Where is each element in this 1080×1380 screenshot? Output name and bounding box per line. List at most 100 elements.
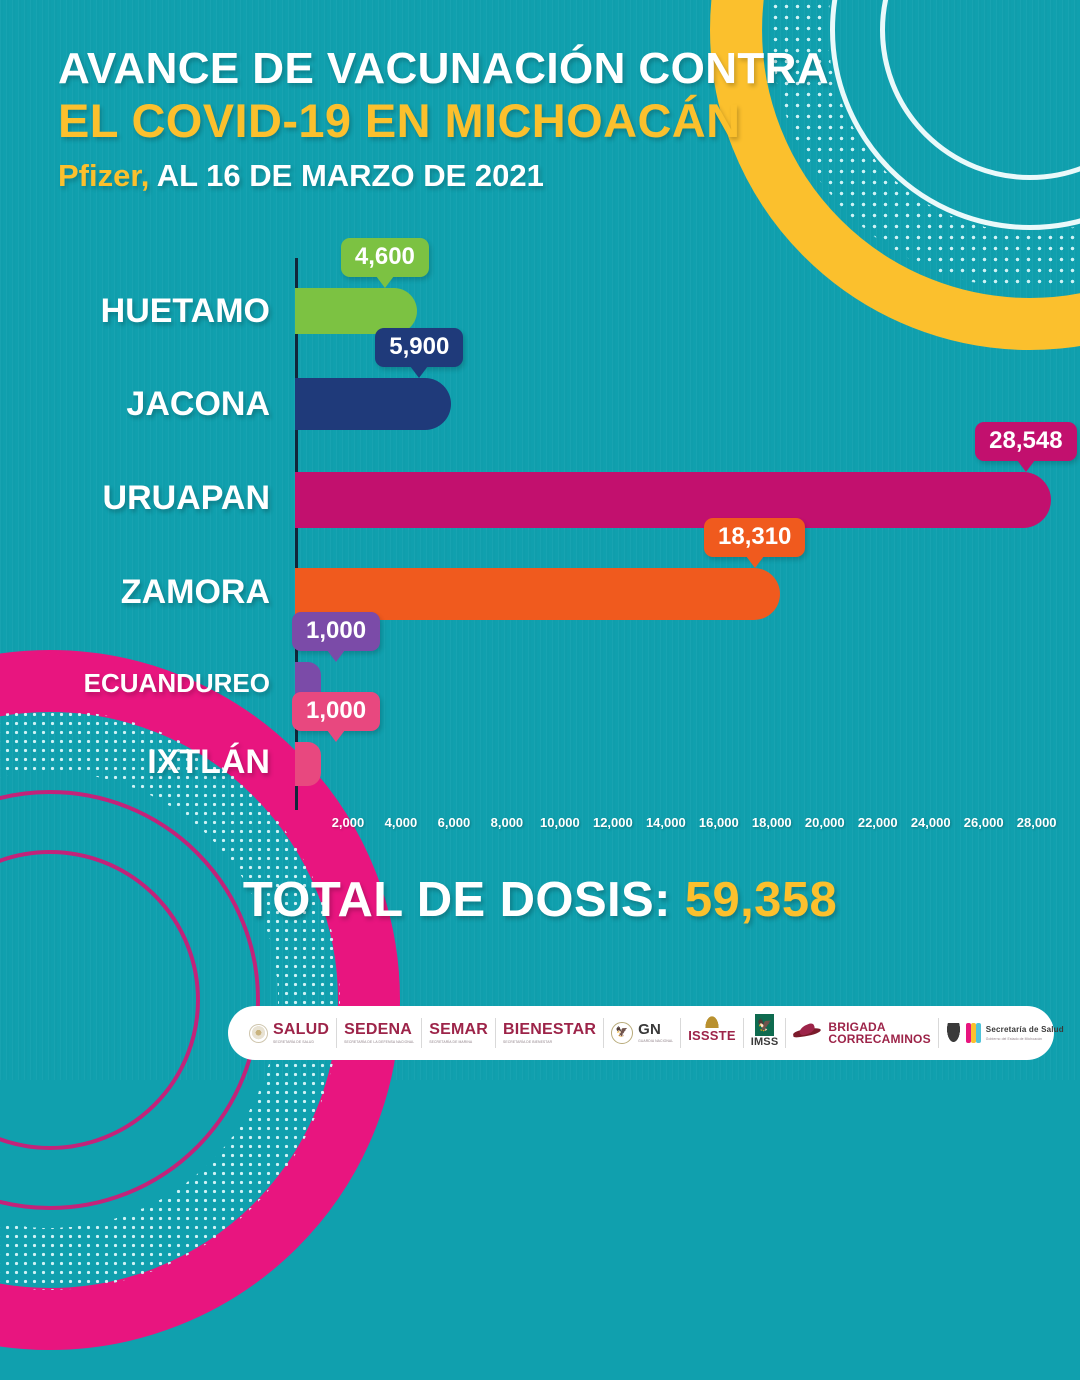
value-callout-text: 28,548	[989, 427, 1063, 454]
logo-subtitle: SECRETARÍA DE LA DEFENSA NACIONAL	[344, 1039, 415, 1044]
x-axis-ticks: 2,000 4,000 6,000 8,000 10,000 12,000 14,000 16…	[0, 815, 1080, 845]
logo-separator	[680, 1018, 682, 1048]
x-tick-label: 4,000	[384, 815, 418, 830]
logo-subtitle: SECRETARÍA DE BIENESTAR	[503, 1039, 553, 1044]
logo-separator	[603, 1018, 605, 1048]
flag-stripe	[965, 1023, 971, 1043]
value-callout: 1,000	[292, 692, 381, 743]
logo-separator	[785, 1018, 787, 1048]
category-label: ECUANDUREO	[83, 667, 270, 698]
callout-tail	[375, 276, 394, 289]
logo-brigada-correcaminos: BRIGADA CORRECAMINOS	[786, 1014, 937, 1052]
category-label: IXTLÁN	[147, 742, 270, 781]
logo-name: SEDENA	[344, 1020, 412, 1038]
logo-name: SEMAR	[429, 1020, 489, 1038]
value-callout-text: 18,310	[718, 523, 792, 550]
footer-logos-bar: SALUD SECRETARÍA DE SALUD SEDENA SECRETARÍA…	[228, 1006, 1064, 1060]
total-value: 59,358	[684, 873, 838, 927]
logo-imss: 🦅 IMSS	[744, 1014, 786, 1052]
bar	[295, 288, 417, 334]
value-callout-text: 5,900	[389, 333, 450, 360]
bar-chart: HUETAMO 4,600 JACONA 5,900 URUAPAN 28,548 ZAMO…	[0, 238, 1080, 850]
logo-separator	[421, 1018, 423, 1048]
michoacan-coat-of-arms-icon	[945, 1022, 961, 1044]
value-callout: 1,000	[292, 612, 381, 663]
logo-separator	[937, 1018, 939, 1048]
roadrunner-bird-icon	[793, 1025, 823, 1041]
category-label: HUETAMO	[100, 291, 270, 330]
flag-stripe	[975, 1023, 981, 1043]
logo-separator	[495, 1018, 497, 1048]
logo-sedena: SEDENA SECRETARÍA DE LA DEFENSA NACIONAL	[337, 1014, 421, 1052]
value-callout: 28,548	[975, 422, 1077, 473]
logo-name: BIENESTAR	[503, 1020, 597, 1038]
x-tick-label: 26,000	[963, 815, 1004, 830]
x-tick-label: 18,000	[751, 815, 792, 830]
x-tick-label: 10,000	[539, 815, 580, 830]
value-callout-text: 1,000	[306, 617, 367, 644]
callout-tail	[327, 730, 346, 743]
logo-separator	[742, 1018, 744, 1048]
y-axis-line	[295, 258, 298, 810]
category-label: URUAPAN	[102, 478, 270, 517]
bar	[295, 378, 452, 430]
logo-name: GN	[638, 1021, 662, 1039]
pink-line-arc-outer	[0, 790, 260, 1210]
logo-name: SALUD	[273, 1020, 330, 1038]
header: AVANCE DE VACUNACIÓN CONTRA EL COVID-19 …	[58, 44, 918, 194]
logo-name: Secretaría de Salud	[985, 1025, 1064, 1035]
x-tick-label: 20,000	[804, 815, 845, 830]
title-line-2: EL COVID-19 EN MICHOACÁN	[58, 94, 741, 148]
x-tick-label: 22,000	[857, 815, 898, 830]
colorful-flag-icon	[965, 1023, 981, 1043]
title-line-1: AVANCE DE VACUNACIÓN CONTRA	[58, 44, 830, 93]
logo-secretaria-de-salud-michoacan: Secretaría de Salud Gobierno del Estado d…	[939, 1014, 1071, 1052]
logo-name-line2: CORRECAMINOS	[828, 1032, 931, 1046]
logo-subtitle: SECRETARÍA DE MARINA	[429, 1039, 473, 1044]
issste-emblem-icon	[703, 1014, 720, 1028]
category-label: ZAMORA	[120, 572, 270, 611]
total-doses: TOTAL DE DOSIS: 59,358	[0, 872, 1080, 928]
callout-tail	[745, 556, 764, 569]
subtitle: Pfizer, AL 16 DE MARZO DE 2021	[58, 158, 918, 194]
x-tick-label: 8,000	[490, 815, 524, 830]
logo-subtitle: SECRETARÍA DE SALUD	[273, 1039, 315, 1044]
flag-stripe	[970, 1023, 976, 1043]
logo-semar: SEMAR SECRETARÍA DE MARINA	[422, 1014, 495, 1052]
x-tick-label: 12,000	[592, 815, 633, 830]
value-callout: 5,900	[375, 328, 464, 379]
logo-gn: 🦅 GN GUARDIA NACIONAL	[604, 1014, 680, 1052]
value-callout: 4,600	[340, 238, 429, 289]
x-tick-label: 16,000	[698, 815, 739, 830]
x-tick-label: 2,000	[331, 815, 365, 830]
x-tick-label: 24,000	[910, 815, 951, 830]
national-seal-icon	[249, 1023, 268, 1043]
x-tick-label: 14,000	[645, 815, 686, 830]
value-callout-text: 4,600	[354, 243, 415, 270]
callout-tail	[327, 650, 346, 663]
logo-issste: ISSSTE	[681, 1014, 742, 1052]
category-label: JACONA	[126, 384, 270, 423]
subtitle-date: AL 16 DE MARZO DE 2021	[149, 157, 544, 193]
bar	[295, 472, 1052, 528]
logo-subtitle: Gobierno del Estado de Michoacán	[985, 1036, 1042, 1041]
imss-emblem-icon: 🦅	[755, 1014, 775, 1036]
logo-name: IMSS	[750, 1036, 779, 1048]
x-tick-label: 6,000	[437, 815, 471, 830]
logo-name: ISSSTE	[688, 1028, 736, 1043]
logo-bienestar: BIENESTAR SECRETARÍA DE BIENESTAR	[496, 1014, 603, 1052]
total-label: TOTAL DE DOSIS:	[242, 873, 671, 927]
x-tick-label: 28,000	[1016, 815, 1057, 830]
logo-salud: SALUD SECRETARÍA DE SALUD	[242, 1014, 336, 1052]
eagle-glyph: 🦅	[615, 1027, 629, 1038]
callout-tail	[410, 366, 429, 379]
bar	[295, 568, 780, 620]
logo-name-line1: BRIGADA	[828, 1020, 886, 1034]
eagle-glyph: 🦅	[757, 1018, 772, 1032]
bar	[295, 742, 322, 786]
subtitle-brand: Pfizer,	[58, 157, 150, 193]
logo-subtitle: GUARDIA NACIONAL	[638, 1039, 674, 1044]
value-callout-text: 1,000	[306, 697, 367, 724]
callout-tail	[1016, 460, 1035, 473]
value-callout: 18,310	[704, 518, 806, 569]
